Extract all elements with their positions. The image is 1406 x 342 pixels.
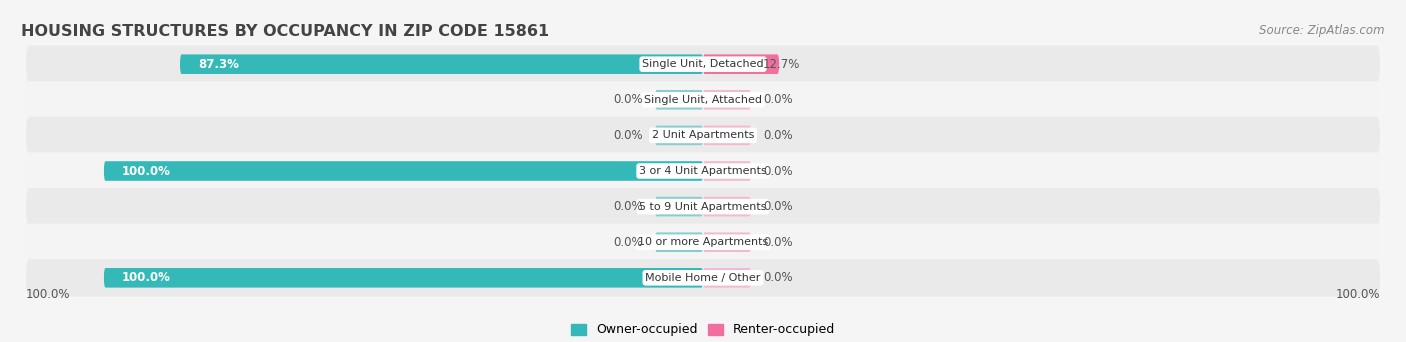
FancyBboxPatch shape <box>655 126 703 145</box>
FancyBboxPatch shape <box>27 259 1379 297</box>
Text: Single Unit, Detached: Single Unit, Detached <box>643 59 763 69</box>
FancyBboxPatch shape <box>27 117 1379 154</box>
Text: 100.0%: 100.0% <box>27 288 70 301</box>
Text: Mobile Home / Other: Mobile Home / Other <box>645 273 761 283</box>
Text: 100.0%: 100.0% <box>122 271 170 284</box>
FancyBboxPatch shape <box>703 161 751 181</box>
FancyBboxPatch shape <box>703 126 751 145</box>
FancyBboxPatch shape <box>104 268 703 288</box>
Text: 0.0%: 0.0% <box>763 200 793 213</box>
Text: 100.0%: 100.0% <box>1336 288 1379 301</box>
FancyBboxPatch shape <box>27 224 1379 261</box>
Text: 0.0%: 0.0% <box>763 271 793 284</box>
Text: 0.0%: 0.0% <box>613 200 643 213</box>
Text: HOUSING STRUCTURES BY OCCUPANCY IN ZIP CODE 15861: HOUSING STRUCTURES BY OCCUPANCY IN ZIP C… <box>21 24 550 39</box>
Text: 0.0%: 0.0% <box>613 93 643 106</box>
FancyBboxPatch shape <box>655 90 703 109</box>
FancyBboxPatch shape <box>27 81 1379 118</box>
Text: 100.0%: 100.0% <box>122 165 170 177</box>
Text: 0.0%: 0.0% <box>763 165 793 177</box>
FancyBboxPatch shape <box>703 54 779 74</box>
FancyBboxPatch shape <box>27 188 1379 225</box>
FancyBboxPatch shape <box>655 197 703 216</box>
Text: 0.0%: 0.0% <box>613 129 643 142</box>
FancyBboxPatch shape <box>703 90 751 109</box>
Text: Source: ZipAtlas.com: Source: ZipAtlas.com <box>1260 24 1385 37</box>
FancyBboxPatch shape <box>180 54 703 74</box>
Text: 10 or more Apartments: 10 or more Apartments <box>638 237 768 247</box>
FancyBboxPatch shape <box>27 153 1379 189</box>
Text: 0.0%: 0.0% <box>763 129 793 142</box>
Text: Single Unit, Attached: Single Unit, Attached <box>644 95 762 105</box>
Text: 0.0%: 0.0% <box>763 236 793 249</box>
FancyBboxPatch shape <box>655 233 703 252</box>
Text: 5 to 9 Unit Apartments: 5 to 9 Unit Apartments <box>640 201 766 212</box>
Text: 87.3%: 87.3% <box>198 58 239 71</box>
FancyBboxPatch shape <box>104 161 703 181</box>
Text: 0.0%: 0.0% <box>763 93 793 106</box>
FancyBboxPatch shape <box>27 45 1379 83</box>
Text: 2 Unit Apartments: 2 Unit Apartments <box>652 130 754 141</box>
Text: 12.7%: 12.7% <box>763 58 800 71</box>
Legend: Owner-occupied, Renter-occupied: Owner-occupied, Renter-occupied <box>567 318 839 342</box>
Text: 3 or 4 Unit Apartments: 3 or 4 Unit Apartments <box>640 166 766 176</box>
FancyBboxPatch shape <box>703 197 751 216</box>
FancyBboxPatch shape <box>703 233 751 252</box>
FancyBboxPatch shape <box>703 268 751 288</box>
Text: 0.0%: 0.0% <box>613 236 643 249</box>
